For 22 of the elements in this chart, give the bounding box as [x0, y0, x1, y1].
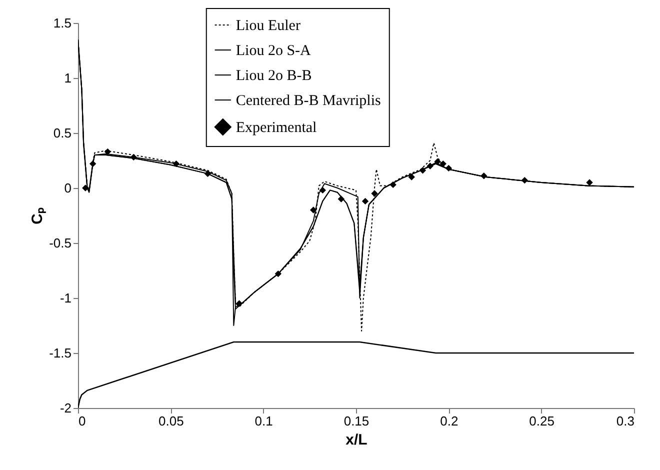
- y-axis-title: Cₚ: [29, 208, 46, 224]
- y-tick-label: 1: [64, 70, 72, 86]
- y-tick-label: 1.5: [53, 16, 72, 30]
- legend-label: Centered B-B Mavriplis: [236, 93, 382, 109]
- x-tick-label: 0.25: [529, 414, 554, 428]
- y-tick-label: 0.5: [53, 126, 72, 140]
- y-tick-label: -1.5: [49, 346, 72, 360]
- x-axis-title: x/L: [346, 432, 368, 448]
- x-tick-label: 0: [78, 414, 86, 428]
- x-tick-label: 0.3: [616, 414, 634, 428]
- x-tick-label: 0.2: [440, 414, 458, 428]
- y-tick-label: -1: [60, 290, 72, 306]
- legend-label: Liou 2o S-A: [236, 43, 312, 59]
- x-tick-label: 0.1: [254, 414, 273, 428]
- y-tick-label: -2: [60, 400, 72, 416]
- legend-label: Liou 2o B-B: [236, 68, 312, 84]
- x-tick-label: 0.15: [344, 414, 370, 428]
- y-tick-label: -0.5: [49, 236, 72, 250]
- y-tick-label: 0: [64, 180, 72, 196]
- x-tick-label: 0.05: [158, 414, 184, 428]
- legend-label: Liou Euler: [236, 18, 300, 34]
- legend-label: Experimental: [236, 120, 317, 136]
